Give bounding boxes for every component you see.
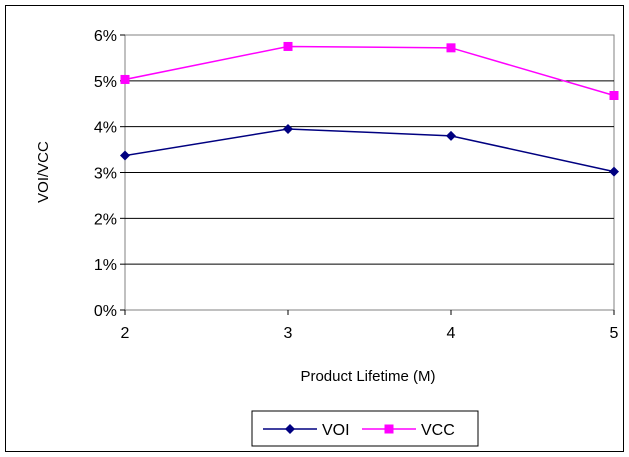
- y-axis-label: VOI/VCC: [35, 141, 52, 203]
- x-tick-label: 4: [447, 325, 456, 342]
- legend: VOI VCC: [251, 410, 479, 447]
- series-line-vcc: [124, 45, 615, 97]
- data-point-voi: [283, 123, 293, 134]
- data-point-vcc: [609, 91, 619, 100]
- y-tick-label: 6%: [94, 28, 117, 45]
- series-line-voi: [124, 128, 615, 173]
- x-tick-label: 5: [610, 325, 619, 342]
- legend-vcc-label: VCC: [421, 422, 455, 439]
- legend-item-vcc: VCC: [362, 422, 455, 439]
- y-tick-label: 3%: [94, 166, 117, 183]
- y-tick-label: 5%: [94, 74, 117, 91]
- series-lines: [120, 41, 619, 177]
- y-tick-label: 0%: [94, 303, 117, 320]
- data-point-vcc: [120, 74, 130, 84]
- x-tick-label: 2: [121, 325, 130, 342]
- legend-voi-marker: [285, 424, 295, 434]
- x-axis-label: Product Lifetime (M): [300, 368, 435, 385]
- data-point-vcc: [283, 41, 293, 51]
- y-tick-label: 1%: [94, 257, 117, 274]
- legend-item-voi: VOI: [263, 422, 350, 439]
- legend-vcc-marker: [384, 424, 394, 434]
- gridlines: [125, 80, 614, 265]
- y-axis-ticks: 0% 1% 2% 3% 4% 5% 6%: [94, 28, 125, 320]
- legend-voi-label: VOI: [322, 422, 350, 439]
- x-axis-ticks: 2 3 4 5: [121, 310, 619, 342]
- data-point-voi: [609, 166, 619, 177]
- y-tick-label: 2%: [94, 211, 117, 228]
- data-point-voi: [120, 150, 130, 161]
- data-point-voi: [446, 130, 456, 141]
- x-tick-label: 3: [284, 325, 293, 342]
- y-tick-label: 4%: [94, 120, 117, 137]
- data-point-vcc: [446, 43, 456, 53]
